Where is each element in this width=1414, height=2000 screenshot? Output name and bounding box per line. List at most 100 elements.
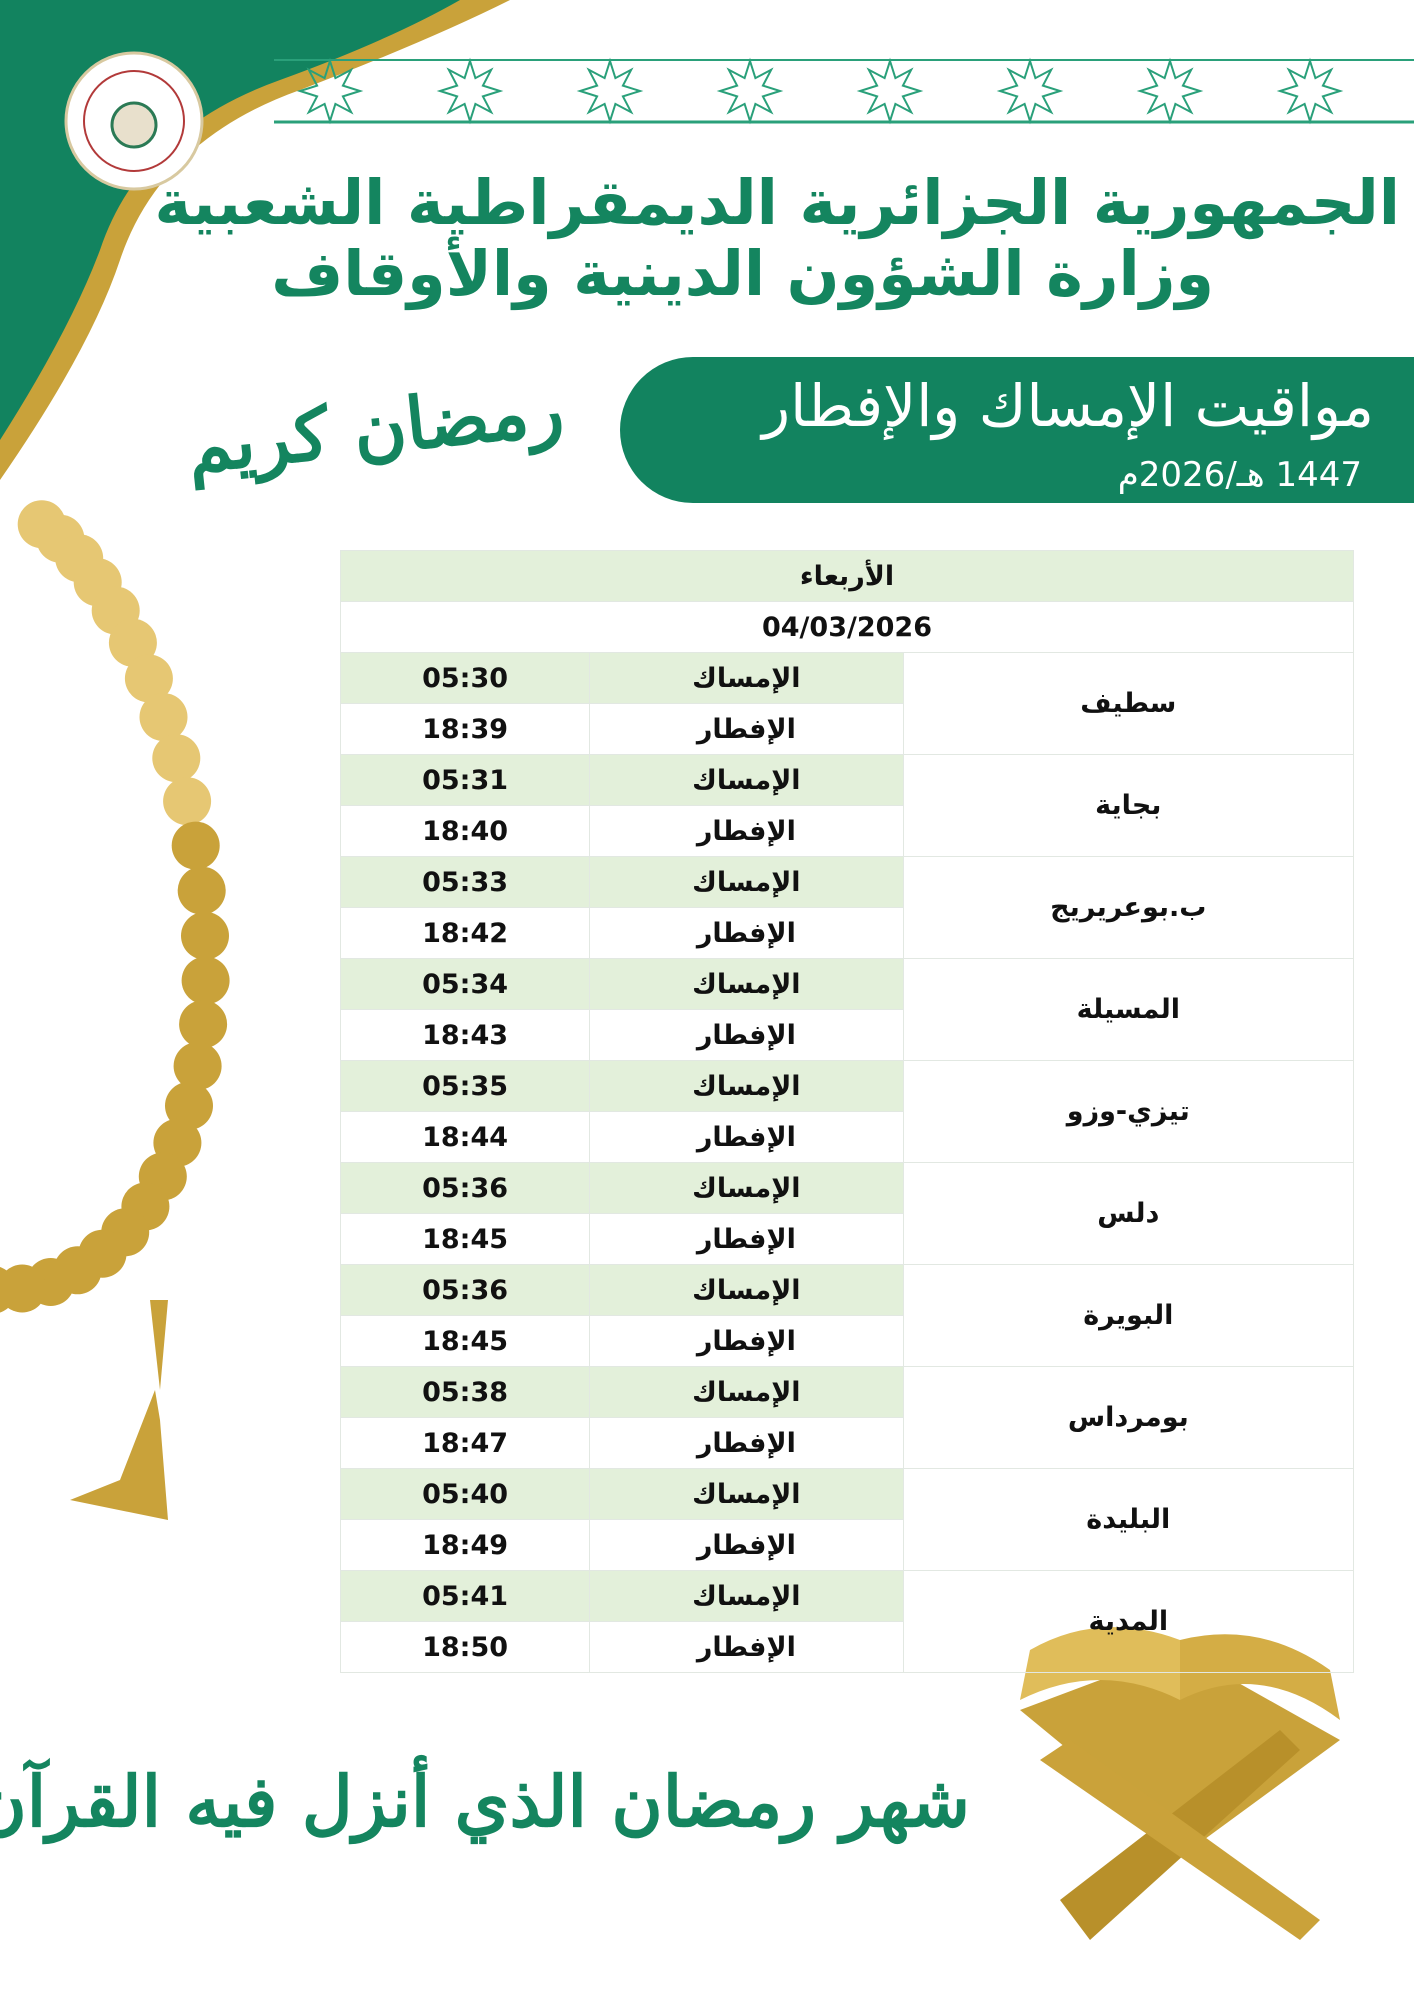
date-row: 04/03/2026	[340, 601, 1354, 653]
imsak-time: 05:33	[339, 856, 591, 908]
imsak-time: 05:36	[339, 1264, 591, 1316]
bead	[139, 693, 188, 742]
iftar-label: الإفطار	[589, 703, 904, 755]
iftar-label: الإفطار	[589, 1519, 904, 1571]
logo-ring	[83, 70, 185, 172]
imsak-label: الإمساك	[589, 958, 904, 1010]
iftar-time: 18:44	[339, 1111, 591, 1163]
imsak-time: 05:30	[339, 652, 591, 704]
bead	[0, 1267, 17, 1313]
imsak-label: الإمساك	[589, 856, 904, 908]
iftar-row: الإفطار 18:45	[339, 1315, 1354, 1367]
iftar-time: 18:47	[339, 1417, 591, 1469]
bead	[181, 956, 230, 1005]
imsak-label: الإمساك	[589, 1162, 904, 1214]
city: بجاية	[902, 754, 1355, 857]
imsak-time: 05:36	[339, 1162, 591, 1214]
bead	[163, 777, 212, 826]
city: دلس	[902, 1162, 1355, 1265]
country-name: الجمهورية الجزائرية الديمقراطية الشعبية	[154, 166, 1400, 239]
star-ornament	[436, 57, 504, 125]
imsak-row: بومرداس الإمساك 05:38	[339, 1366, 1355, 1469]
star-ornament	[296, 57, 364, 125]
year: 1447 هـ/2026م	[1117, 455, 1362, 495]
imsak-row: البليدة الإمساك 05:40	[339, 1468, 1355, 1571]
iftar-label: الإفطار	[589, 1009, 904, 1061]
iftar-row: الإفطار 18:43	[339, 1009, 1354, 1061]
iftar-label: الإفطار	[589, 1417, 904, 1469]
iftar-row: الإفطار 18:49	[339, 1519, 1354, 1571]
city: المسيلة	[902, 958, 1355, 1061]
imsak-time: 05:35	[339, 1060, 591, 1112]
title-banner	[620, 357, 1414, 503]
iftar-row: الإفطار 18:39	[339, 703, 1354, 755]
imsak-label: الإمساك	[589, 1060, 904, 1112]
iftar-row: الإفطار 18:45	[339, 1213, 1354, 1265]
imsak-row: تيزي-وزو الإمساك 05:35	[339, 1060, 1355, 1163]
logo-emblem	[110, 101, 158, 149]
city: ب.بوعريريج	[902, 856, 1355, 959]
imsak-row: ب.بوعريريج الإمساك 05:33	[339, 856, 1355, 959]
iftar-time: 18:50	[339, 1621, 591, 1673]
iftar-label: الإفطار	[589, 1213, 904, 1265]
iftar-label: الإفطار	[589, 907, 904, 959]
iftar-time: 18:45	[339, 1315, 591, 1367]
verse: شهر رمضان الذي أنزل فيه القرآن	[0, 1760, 970, 1843]
city: المدية	[902, 1570, 1355, 1673]
iftar-time: 18:43	[339, 1009, 591, 1061]
tassel-top	[150, 1300, 168, 1390]
city: البليدة	[902, 1468, 1355, 1571]
imsak-label: الإمساك	[589, 652, 904, 704]
star-ornament	[856, 57, 924, 125]
star-ornament	[1276, 57, 1344, 125]
title: مواقيت الإمساك والإفطار	[762, 372, 1374, 440]
bead	[179, 1000, 228, 1049]
iftar-label: الإفطار	[589, 1315, 904, 1367]
iftar-label: الإفطار	[589, 1111, 904, 1163]
iftar-row: الإفطار 18:40	[339, 805, 1354, 857]
city: البويرة	[902, 1264, 1355, 1367]
tassel	[70, 1390, 168, 1520]
iftar-time: 18:40	[339, 805, 591, 857]
imsak-row: المسيلة الإمساك 05:34	[339, 958, 1355, 1061]
iftar-row: الإفطار 18:47	[339, 1417, 1354, 1469]
imsak-time: 05:31	[339, 754, 591, 806]
iftar-time: 18:49	[339, 1519, 591, 1571]
imsak-label: الإمساك	[589, 1570, 904, 1622]
imsak-time: 05:38	[339, 1366, 591, 1418]
bead	[177, 866, 226, 915]
star-ornament	[576, 57, 644, 125]
imsak-time: 05:34	[339, 958, 591, 1010]
imsak-label: الإمساك	[589, 1366, 904, 1418]
imsak-row: بجاية الإمساك 05:31	[339, 754, 1355, 857]
bead	[108, 618, 157, 667]
bead	[173, 1042, 222, 1091]
date: 04/03/2026	[340, 601, 1354, 653]
iftar-time: 18:42	[339, 907, 591, 959]
city: تيزي-وزو	[902, 1060, 1355, 1163]
imsak-row: دلس الإمساك 05:36	[339, 1162, 1355, 1265]
imsak-label: الإمساك	[589, 1468, 904, 1520]
imsak-row: المدية الإمساك 05:41	[339, 1570, 1355, 1673]
city: بومرداس	[902, 1366, 1355, 1469]
star-ornament	[996, 57, 1064, 125]
imsak-time: 05:41	[339, 1570, 591, 1622]
iftar-row: الإفطار 18:50	[339, 1621, 1354, 1673]
iftar-time: 18:45	[339, 1213, 591, 1265]
ministry-name: وزارة الشؤون الدينية والأوقاف	[271, 237, 1214, 310]
imsak-label: الإمساك	[589, 754, 904, 806]
iftar-time: 18:39	[339, 703, 591, 755]
iftar-row: الإفطار 18:42	[339, 907, 1354, 959]
day: الأربعاء	[340, 550, 1354, 602]
iftar-label: الإفطار	[589, 1621, 904, 1673]
imsak-time: 05:40	[339, 1468, 591, 1520]
day-row: الأربعاء	[340, 550, 1354, 602]
bead	[171, 821, 220, 870]
city: سطيف	[902, 652, 1355, 755]
bead	[124, 654, 173, 703]
star-ornament	[1136, 57, 1204, 125]
imsak-label: الإمساك	[589, 1264, 904, 1316]
bead	[152, 734, 201, 783]
schedule-table: الأربعاء 04/03/2026 سطيف الإمساك 05:30 الإف…	[339, 550, 1355, 1673]
